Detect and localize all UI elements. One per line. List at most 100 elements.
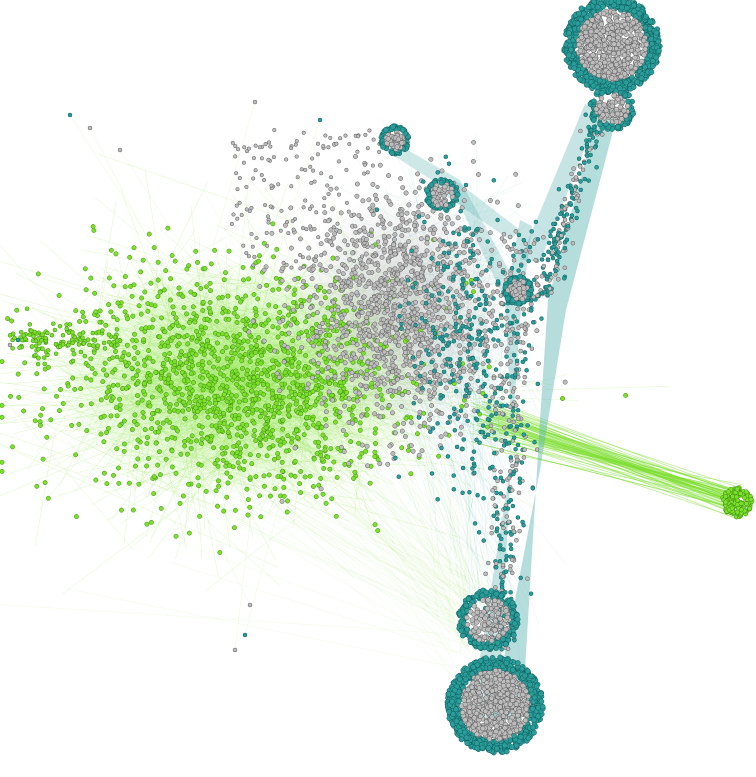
node — [241, 391, 247, 397]
node — [233, 144, 238, 149]
node — [515, 306, 520, 312]
node — [265, 214, 271, 219]
node — [135, 361, 141, 367]
node — [78, 386, 84, 392]
node — [384, 332, 390, 338]
node — [80, 335, 85, 340]
node — [112, 367, 118, 373]
node — [439, 445, 444, 451]
node — [399, 233, 405, 239]
node — [539, 316, 544, 321]
node — [470, 356, 476, 361]
edge — [499, 413, 737, 509]
node — [89, 366, 95, 372]
node — [492, 503, 498, 508]
node — [464, 324, 469, 330]
node — [387, 337, 393, 343]
node — [583, 112, 588, 117]
node — [490, 395, 495, 400]
node — [231, 374, 237, 380]
node — [85, 363, 91, 368]
node — [216, 428, 222, 434]
node — [413, 329, 419, 335]
node — [311, 343, 316, 349]
node — [392, 304, 398, 310]
node — [365, 281, 371, 286]
node — [375, 528, 381, 534]
node — [284, 157, 289, 162]
node — [377, 149, 382, 154]
node — [506, 440, 512, 446]
node — [29, 344, 35, 350]
node — [439, 168, 445, 174]
node — [492, 391, 498, 396]
node — [364, 372, 370, 377]
node — [288, 245, 294, 251]
node — [182, 443, 188, 449]
node — [294, 372, 300, 378]
node — [212, 401, 218, 406]
node — [106, 339, 112, 345]
node — [445, 356, 450, 362]
node — [221, 508, 227, 514]
node — [323, 416, 329, 422]
node — [499, 323, 505, 328]
node — [250, 318, 256, 324]
node — [114, 317, 120, 323]
node — [112, 334, 118, 340]
node — [160, 420, 166, 426]
node — [173, 315, 179, 321]
node — [491, 450, 497, 456]
node — [457, 261, 462, 266]
node — [315, 141, 321, 146]
node — [304, 414, 310, 420]
node — [216, 295, 222, 301]
node — [233, 154, 238, 159]
node — [301, 366, 307, 372]
node — [412, 276, 418, 282]
node — [534, 274, 539, 280]
node — [223, 332, 229, 338]
node — [318, 241, 324, 247]
node — [357, 420, 363, 426]
node — [275, 474, 281, 480]
node — [518, 348, 523, 354]
node — [151, 245, 157, 251]
node — [337, 388, 343, 394]
node — [288, 322, 294, 328]
node — [437, 352, 442, 357]
node — [512, 637, 517, 643]
node — [225, 480, 231, 486]
node — [417, 398, 423, 404]
node — [280, 426, 286, 432]
node — [420, 385, 425, 391]
node — [346, 209, 351, 214]
node — [353, 224, 358, 229]
node — [306, 297, 312, 303]
node — [331, 235, 336, 241]
node — [565, 184, 571, 189]
node — [393, 455, 398, 461]
node — [511, 419, 517, 425]
node — [503, 530, 509, 535]
node — [447, 414, 453, 420]
node — [90, 330, 96, 336]
node — [410, 285, 416, 290]
node — [82, 266, 88, 272]
node — [551, 221, 556, 227]
node — [417, 261, 423, 267]
node — [529, 346, 535, 351]
node — [80, 330, 86, 335]
node — [498, 386, 504, 391]
node — [461, 278, 466, 284]
node — [321, 204, 327, 209]
node — [186, 395, 192, 401]
node — [226, 395, 232, 401]
node — [132, 463, 138, 469]
node — [578, 128, 583, 134]
node — [130, 375, 136, 381]
node — [488, 423, 494, 429]
node — [386, 403, 392, 409]
node — [384, 276, 390, 281]
node — [266, 472, 272, 478]
